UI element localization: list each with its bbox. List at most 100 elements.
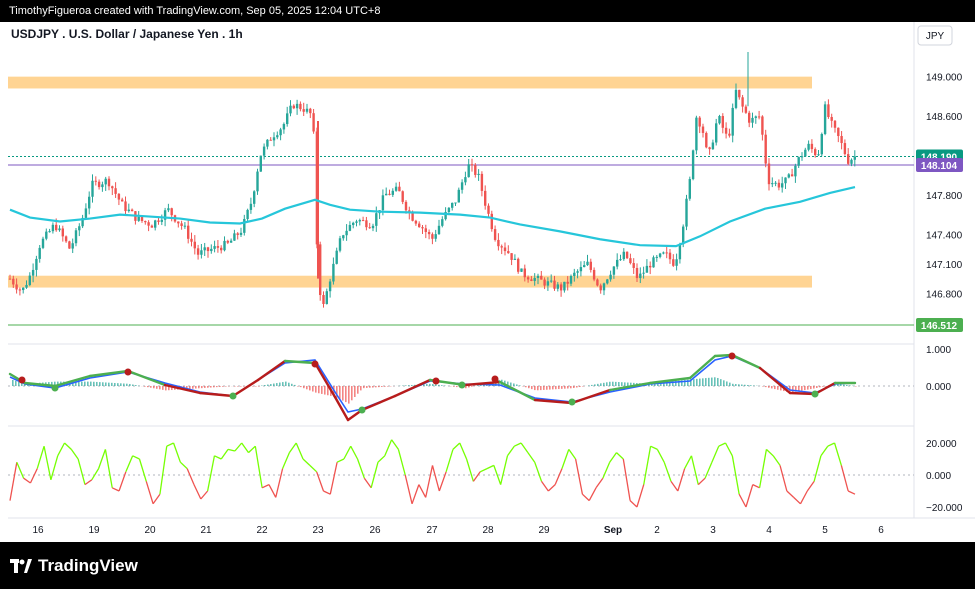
candle-body bbox=[104, 178, 107, 185]
price-tick: 146.800 bbox=[926, 289, 963, 300]
candle-body bbox=[365, 220, 368, 228]
rsi-segment bbox=[200, 490, 209, 500]
histogram-bar bbox=[840, 384, 842, 386]
rsi-segment bbox=[295, 442, 304, 460]
candle-body bbox=[530, 279, 533, 281]
rsi-segment bbox=[827, 442, 835, 447]
histogram-bar bbox=[696, 378, 698, 386]
candle-body bbox=[84, 208, 88, 218]
candle-body bbox=[744, 106, 748, 113]
histogram-bar bbox=[429, 383, 431, 386]
rsi-segment bbox=[425, 465, 434, 498]
histogram-bar bbox=[258, 386, 260, 387]
macd-line-segment bbox=[788, 391, 817, 396]
purple-level-label: 148.104 bbox=[921, 161, 958, 172]
histogram-bar bbox=[291, 383, 293, 386]
histogram-bar bbox=[570, 386, 572, 389]
histogram-bar bbox=[99, 382, 101, 386]
histogram-bar bbox=[21, 382, 23, 386]
candle-body bbox=[328, 281, 332, 292]
tradingview-logo[interactable]: TradingView bbox=[10, 556, 138, 576]
candle-body bbox=[394, 186, 398, 191]
candle-body bbox=[612, 266, 616, 275]
candle-body bbox=[94, 180, 97, 182]
histogram-bar bbox=[132, 384, 134, 386]
candle-body bbox=[843, 143, 847, 155]
rsi-segment bbox=[670, 481, 679, 492]
histogram-bar bbox=[561, 386, 563, 389]
candle-body bbox=[305, 108, 309, 112]
histogram-bar bbox=[102, 382, 104, 386]
chart-frame[interactable]: 148.190148.104146.512149.000148.600147.8… bbox=[0, 22, 975, 542]
histogram-bar bbox=[48, 382, 50, 386]
histogram-bar bbox=[165, 386, 167, 391]
candle-body bbox=[649, 265, 652, 268]
histogram-bar bbox=[366, 386, 368, 388]
histogram-bar bbox=[297, 386, 299, 387]
histogram-bar bbox=[432, 384, 434, 386]
currency-label: JPY bbox=[926, 31, 945, 42]
chart-title: USDJPY . U.S. Dollar / Japanese Yen . 1h bbox=[11, 27, 243, 41]
candle-body bbox=[708, 147, 711, 150]
candle-body bbox=[22, 287, 25, 291]
candle-body bbox=[840, 136, 843, 144]
candle-body bbox=[391, 190, 394, 195]
candle-body bbox=[490, 213, 493, 230]
candle-body bbox=[157, 220, 160, 222]
histogram-bar bbox=[210, 386, 212, 388]
candle-body bbox=[625, 251, 629, 259]
histogram-bar bbox=[171, 386, 173, 391]
histogram-bar bbox=[369, 386, 371, 388]
histogram-bar bbox=[84, 381, 86, 386]
candle-body bbox=[830, 117, 833, 121]
histogram-bar bbox=[651, 383, 653, 386]
candle-body bbox=[503, 247, 507, 252]
candle-body bbox=[388, 193, 391, 195]
candle-body bbox=[358, 220, 361, 222]
histogram-bar bbox=[666, 382, 668, 386]
candle-body bbox=[606, 279, 609, 284]
histogram-bar bbox=[834, 384, 836, 386]
histogram-bar bbox=[624, 382, 626, 386]
currency-button[interactable]: JPY bbox=[917, 25, 953, 46]
macd-line-segment bbox=[333, 395, 350, 422]
histogram-bar bbox=[378, 386, 380, 388]
histogram-bar bbox=[654, 383, 656, 386]
candle-body bbox=[583, 265, 586, 268]
moving-average-line bbox=[9, 185, 856, 248]
candle-body bbox=[602, 283, 606, 291]
candle-body bbox=[276, 135, 279, 138]
histogram-bar bbox=[15, 380, 17, 386]
price-tick: 149.000 bbox=[926, 73, 963, 84]
rsi-segment bbox=[793, 496, 801, 505]
candle-body bbox=[28, 275, 31, 285]
macd-line-segment bbox=[313, 361, 337, 399]
candle-body bbox=[520, 268, 523, 272]
macd-line-segment bbox=[53, 374, 92, 388]
histogram-bar bbox=[279, 382, 281, 386]
candle-body bbox=[563, 281, 566, 291]
candle-body bbox=[754, 116, 757, 118]
candle-body bbox=[701, 126, 705, 133]
rsi-segment bbox=[752, 484, 760, 489]
histogram-bar bbox=[315, 386, 317, 393]
macd-line-segment bbox=[163, 383, 202, 395]
rsi-segment bbox=[370, 462, 379, 488]
candle-body bbox=[414, 220, 418, 224]
candle-body bbox=[309, 108, 312, 114]
candle-body bbox=[655, 256, 658, 258]
rsi-segment bbox=[16, 461, 25, 479]
histogram-bar bbox=[441, 385, 443, 386]
candle-body bbox=[345, 230, 348, 236]
histogram-bar bbox=[237, 386, 239, 387]
histogram-bar bbox=[555, 386, 557, 390]
rsi-segment bbox=[132, 455, 140, 460]
candle-body bbox=[695, 117, 698, 151]
chart-canvas[interactable]: 148.190148.104146.512149.000148.600147.8… bbox=[0, 22, 975, 542]
candle-body bbox=[517, 258, 520, 272]
histogram-bar bbox=[387, 386, 389, 387]
histogram-bar bbox=[672, 381, 674, 386]
histogram-bar bbox=[816, 386, 818, 388]
rsi-segment bbox=[684, 455, 693, 469]
macd-line-segment bbox=[648, 376, 692, 385]
